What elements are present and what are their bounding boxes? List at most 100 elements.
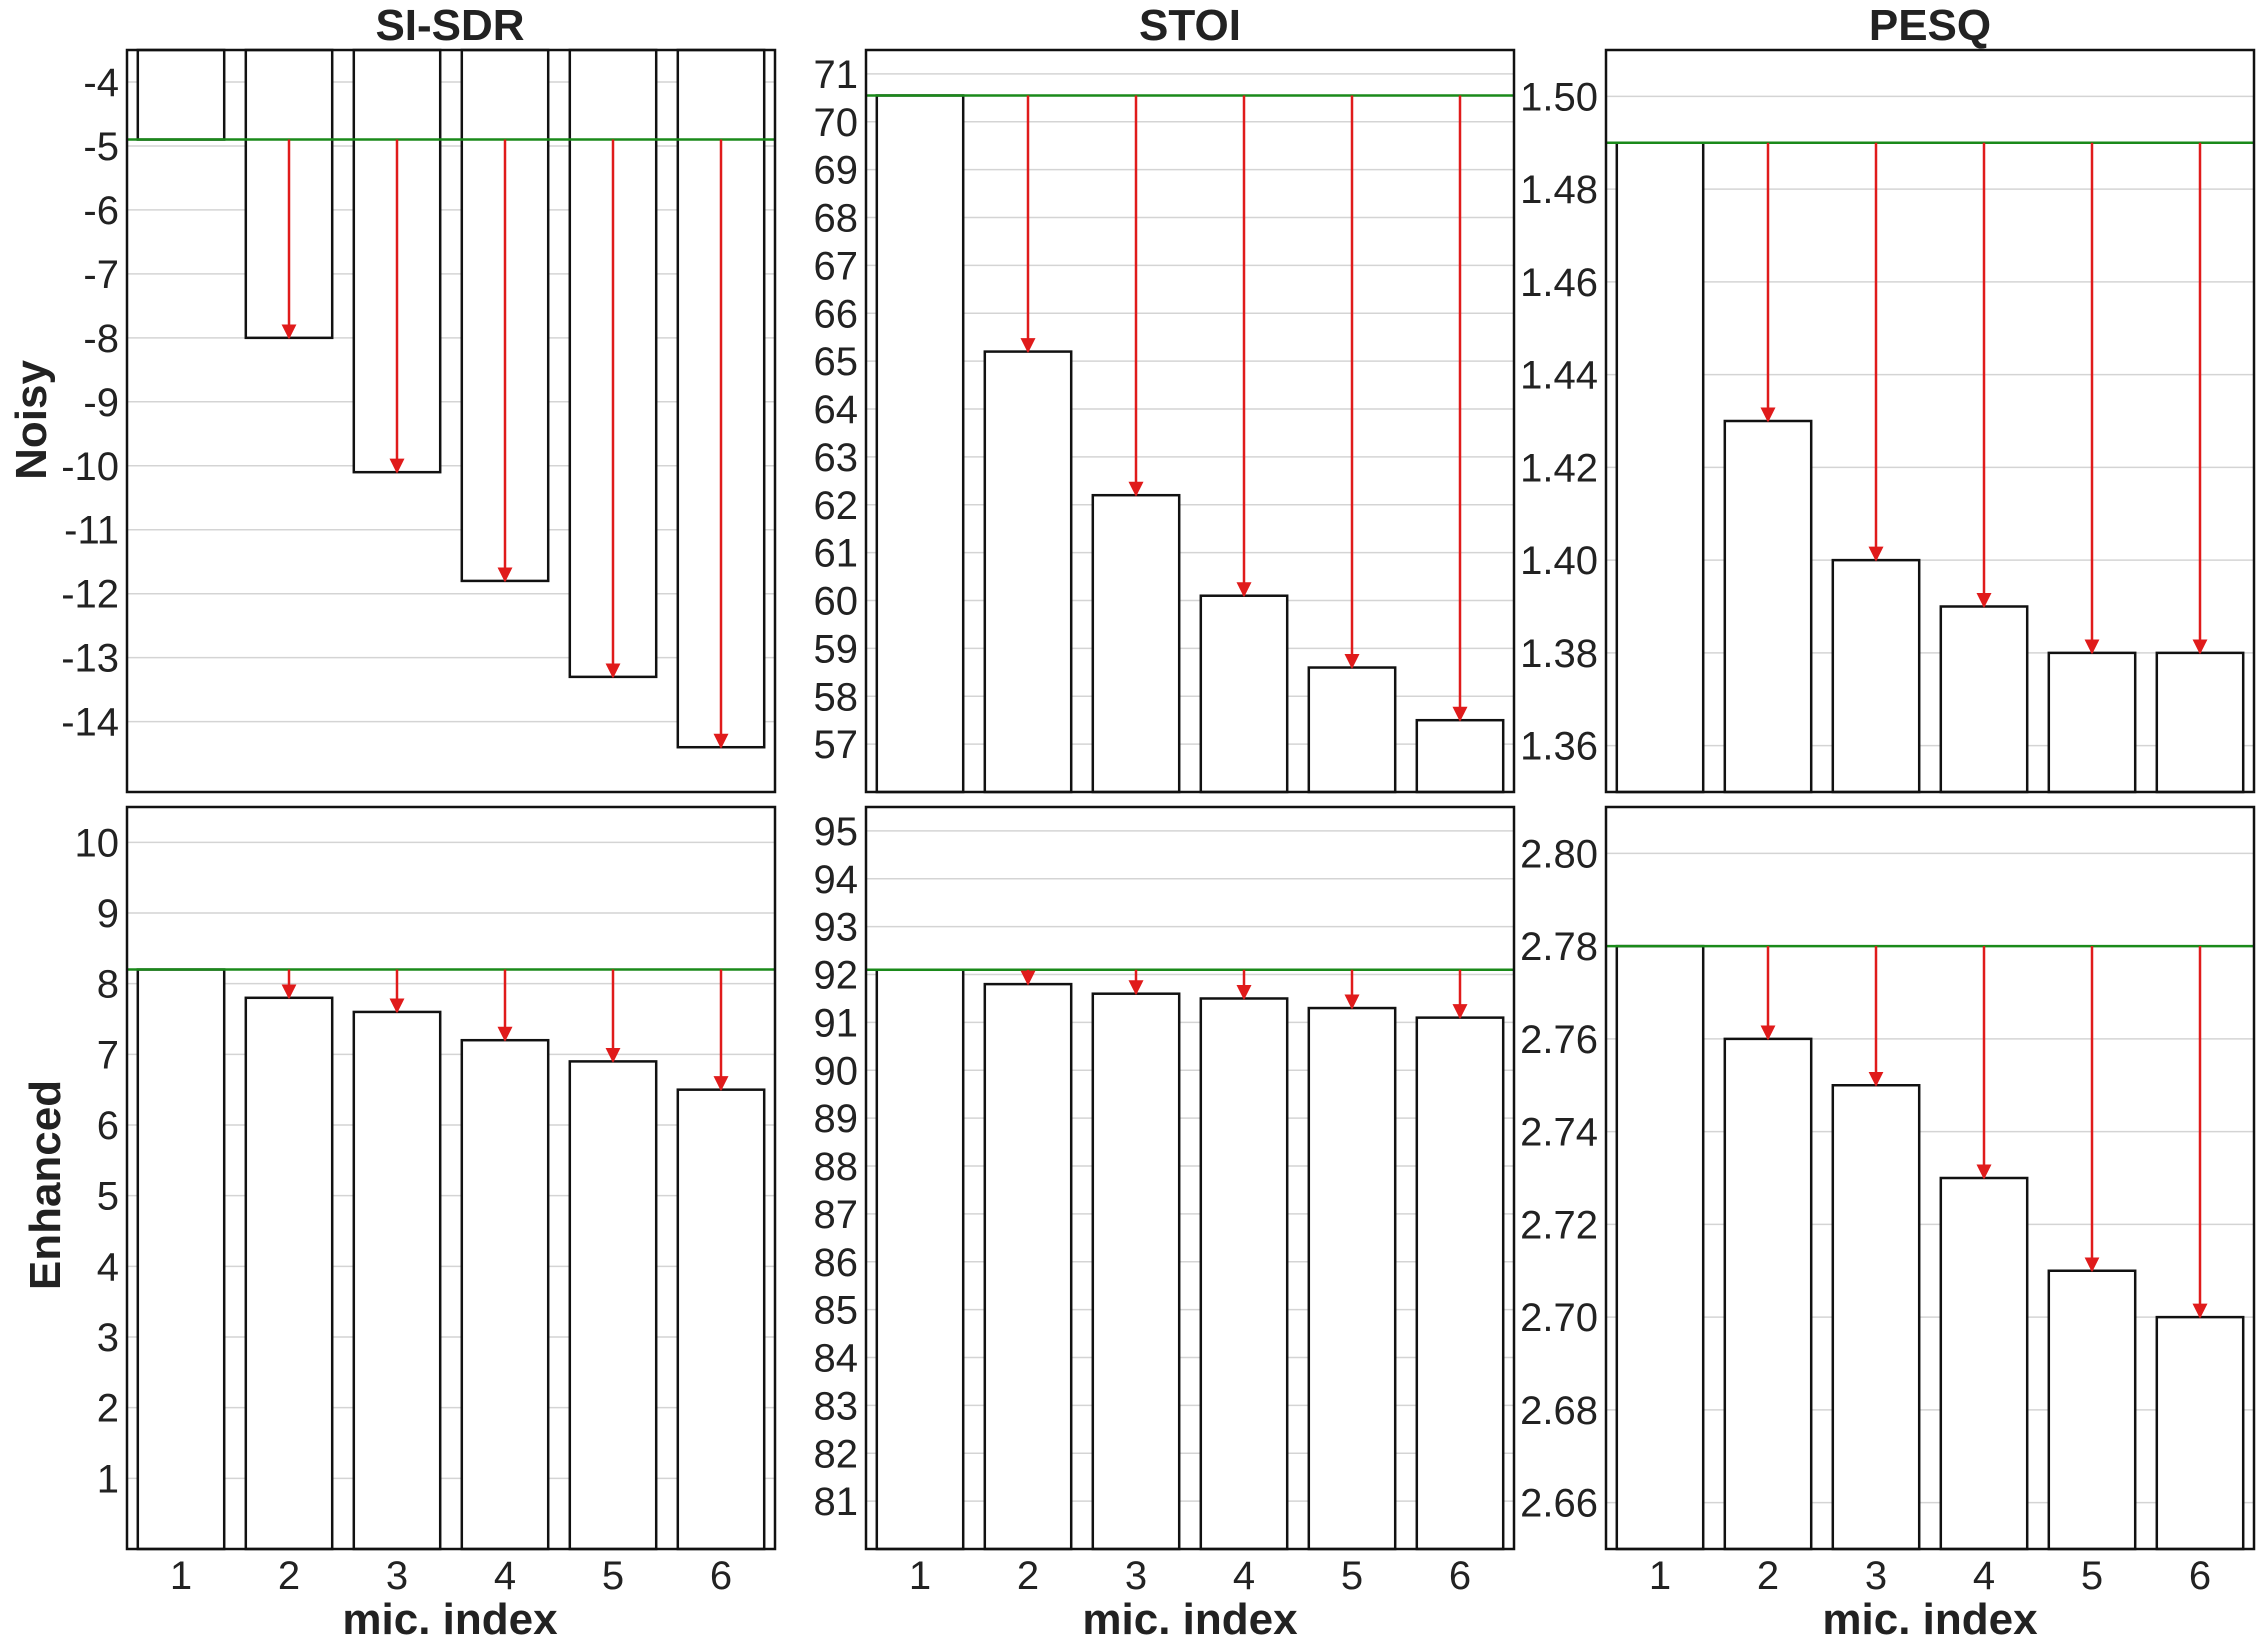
bar bbox=[244, 996, 334, 1551]
panel-border bbox=[864, 48, 1516, 794]
y-tick-label: 71 bbox=[814, 53, 859, 97]
y-tick-label: 2.76 bbox=[1520, 1018, 1598, 1062]
y-tick-label: 91 bbox=[814, 1001, 859, 1045]
bar bbox=[1199, 997, 1289, 1551]
y-tick-label: 85 bbox=[814, 1289, 859, 1333]
x-tick-label: 4 bbox=[1973, 1554, 1995, 1598]
y-tick-label: 59 bbox=[814, 627, 859, 671]
y-tick-label: -12 bbox=[61, 573, 119, 617]
y-tick-label: -5 bbox=[83, 125, 119, 169]
y-tick-label: 63 bbox=[814, 436, 859, 480]
bar bbox=[2155, 651, 2245, 794]
y-tick-label: 2.74 bbox=[1520, 1111, 1598, 1155]
bar bbox=[1615, 141, 1705, 794]
bar bbox=[1307, 666, 1397, 794]
y-tick-label: 66 bbox=[814, 292, 859, 336]
y-tick-label: 60 bbox=[814, 580, 859, 624]
row-label-noisy: Noisy bbox=[7, 360, 56, 480]
bar bbox=[1415, 1016, 1505, 1551]
panel-background bbox=[1606, 50, 2254, 792]
bar bbox=[875, 94, 965, 794]
y-tick-label: 2.70 bbox=[1520, 1296, 1598, 1340]
y-tick-label: -14 bbox=[61, 701, 119, 745]
bar bbox=[1199, 594, 1289, 794]
panel-border bbox=[1604, 48, 2256, 794]
y-tick-label: 83 bbox=[814, 1384, 859, 1428]
y-tick-label: 64 bbox=[814, 388, 859, 432]
y-tick-label: 88 bbox=[814, 1145, 859, 1189]
y-tick-label: 95 bbox=[814, 810, 859, 854]
y-tick-label: 69 bbox=[814, 149, 859, 193]
panel-background bbox=[866, 807, 1514, 1549]
bar bbox=[1723, 1037, 1813, 1551]
column-title-stoi: STOI bbox=[1139, 1, 1241, 50]
y-tick-label: 8 bbox=[97, 963, 119, 1007]
panel-noisy-si-sdr: -4 -5 -6 -7 -8 -9 -10 -11 -12 -13 -14 bbox=[61, 48, 777, 794]
x-tick-label: 1 bbox=[170, 1554, 192, 1598]
bar bbox=[568, 1060, 658, 1551]
y-tick-label: 1.50 bbox=[1520, 75, 1598, 119]
x-tick-label: 1 bbox=[1649, 1554, 1671, 1598]
panel-noisy-pesq: 1.36 1.38 1.40 1.42 1.44 1.46 1.48 1.50 bbox=[1520, 48, 2256, 794]
bar bbox=[1091, 493, 1181, 794]
bar bbox=[676, 1088, 766, 1551]
y-tick-label: 90 bbox=[814, 1049, 859, 1093]
y-tick-label: 67 bbox=[814, 244, 859, 288]
y-tick-label: 62 bbox=[814, 484, 859, 528]
x-tick-label: 1 bbox=[909, 1554, 931, 1598]
column-title-si-sdr: SI-SDR bbox=[375, 1, 524, 50]
panel-border bbox=[125, 805, 777, 1551]
panel-border bbox=[864, 805, 1516, 1551]
y-tick-label: 1.48 bbox=[1520, 168, 1598, 212]
y-tick-label: 2.78 bbox=[1520, 925, 1598, 969]
panel-background bbox=[127, 50, 775, 792]
y-tick-label: -13 bbox=[61, 637, 119, 681]
y-tick-label: 1.36 bbox=[1520, 725, 1598, 769]
y-tick-label: 94 bbox=[814, 858, 859, 902]
y-tick-label: 58 bbox=[814, 675, 859, 719]
y-tick-label: 1.46 bbox=[1520, 261, 1598, 305]
y-tick-label: 92 bbox=[814, 954, 859, 998]
y-tick-label: 86 bbox=[814, 1241, 859, 1285]
panel-background bbox=[866, 50, 1514, 792]
xlabel-stoi: mic. index bbox=[1082, 1595, 1298, 1644]
y-tick-label: -7 bbox=[83, 253, 119, 297]
y-tick-label: 81 bbox=[814, 1480, 859, 1524]
bar bbox=[983, 350, 1073, 794]
y-tick-label: 57 bbox=[814, 723, 859, 767]
y-tick-label: 61 bbox=[814, 532, 859, 576]
x-tick-label: 5 bbox=[2081, 1554, 2103, 1598]
y-tick-label: 70 bbox=[814, 101, 859, 145]
y-tick-label: 2.66 bbox=[1520, 1482, 1598, 1526]
y-tick-label: 93 bbox=[814, 906, 859, 950]
x-tick-label: 4 bbox=[1233, 1554, 1255, 1598]
y-tick-label: 9 bbox=[97, 892, 119, 936]
x-tick-label: 4 bbox=[494, 1554, 516, 1598]
column-title-pesq: PESQ bbox=[1869, 1, 1991, 50]
xlabel-si-sdr: mic. index bbox=[342, 1595, 558, 1644]
bar bbox=[460, 1038, 550, 1551]
y-tick-label: 65 bbox=[814, 340, 859, 384]
bar bbox=[136, 968, 226, 1551]
y-tick-label: 1.44 bbox=[1520, 354, 1598, 398]
y-tick-label: 1.42 bbox=[1520, 446, 1598, 490]
y-tick-label: -9 bbox=[83, 381, 119, 425]
y-tick-label: -11 bbox=[64, 509, 119, 553]
bar bbox=[2047, 651, 2137, 794]
panel-background bbox=[127, 807, 775, 1549]
x-tick-label: 6 bbox=[1449, 1554, 1471, 1598]
y-tick-label: 89 bbox=[814, 1097, 859, 1141]
x-tick-label: 5 bbox=[602, 1554, 624, 1598]
x-tick-label: 5 bbox=[1341, 1554, 1363, 1598]
bar bbox=[1831, 558, 1921, 794]
bar bbox=[983, 982, 1073, 1551]
y-tick-label: -6 bbox=[83, 189, 119, 233]
bar bbox=[1939, 605, 2029, 794]
y-tick-label: 2.72 bbox=[1520, 1203, 1598, 1247]
y-tick-label: 3 bbox=[97, 1316, 119, 1360]
bar bbox=[875, 968, 965, 1551]
y-tick-label: 5 bbox=[97, 1175, 119, 1219]
x-tick-label: 2 bbox=[1017, 1554, 1039, 1598]
y-tick-label: 2.68 bbox=[1520, 1389, 1598, 1433]
